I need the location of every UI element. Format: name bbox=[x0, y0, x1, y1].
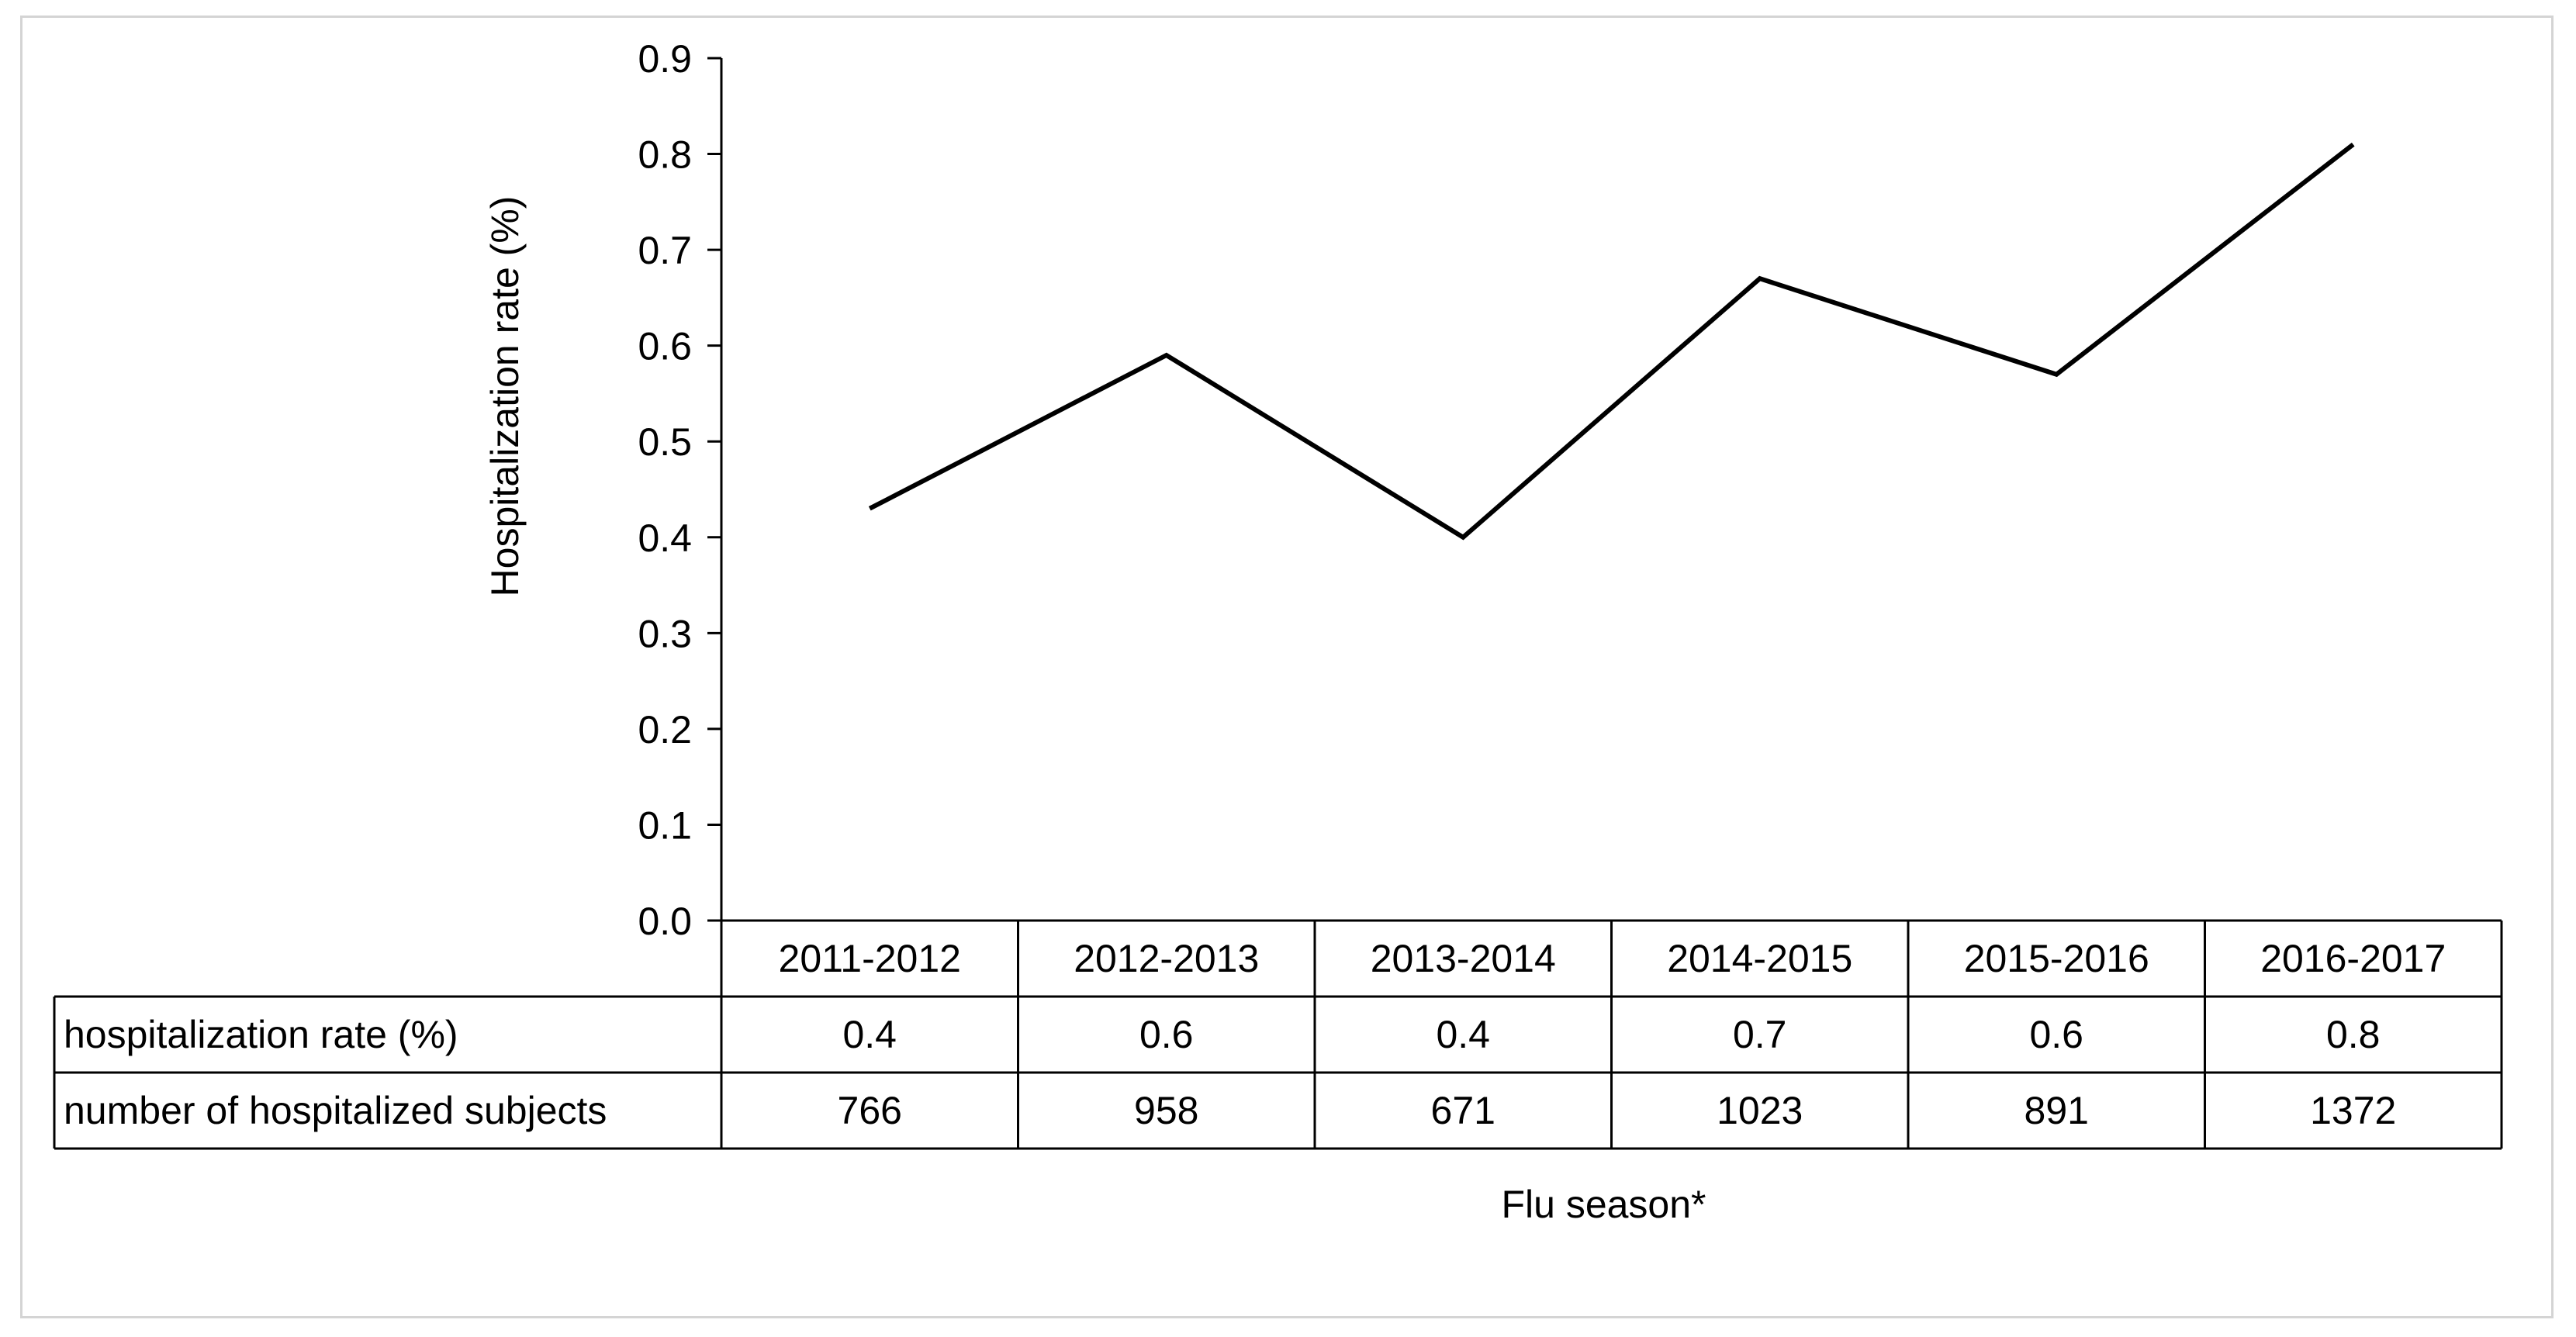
x-category-label: 2016-2017 bbox=[2260, 937, 2446, 980]
table-cell: 766 bbox=[838, 1089, 902, 1132]
table-cell: 0.4 bbox=[842, 1013, 897, 1056]
y-axis: 0.0 0.1 0.2 0.3 0.4 0.5 0.6 0.7 0.8 0.9 bbox=[638, 37, 723, 943]
series-line bbox=[868, 142, 2355, 541]
table-row-label: number of hospitalized subjects bbox=[64, 1089, 607, 1132]
table-cell: 891 bbox=[2024, 1089, 2089, 1132]
y-tick-label: 0.0 bbox=[638, 900, 692, 943]
data-table: 2011-2012 2012-2013 2013-2014 2014-2015 2015… bbox=[53, 919, 2503, 1150]
x-category-label: 2013-2014 bbox=[1371, 937, 1556, 980]
x-category-label: 2014-2015 bbox=[1667, 937, 1852, 980]
x-category-label: 2015-2016 bbox=[1964, 937, 2149, 980]
y-tick-label: 0.1 bbox=[638, 803, 692, 847]
y-axis-title: Hospitalization rate (%) bbox=[483, 196, 527, 597]
table-cell: 0.4 bbox=[1436, 1013, 1490, 1056]
table-cell: 1023 bbox=[1717, 1089, 1803, 1132]
y-tick-label: 0.9 bbox=[638, 37, 692, 81]
table-cell: 0.6 bbox=[2029, 1013, 2083, 1056]
table-cell: 1372 bbox=[2310, 1089, 2396, 1132]
y-tick-label: 0.4 bbox=[638, 516, 692, 560]
table-cell: 0.8 bbox=[2326, 1013, 2381, 1056]
x-category-label: 2012-2013 bbox=[1074, 937, 1259, 980]
y-tick-label: 0.5 bbox=[638, 420, 692, 464]
y-tick-label: 0.2 bbox=[638, 708, 692, 751]
table-cell: 958 bbox=[1134, 1089, 1198, 1132]
y-tick-label: 0.6 bbox=[638, 325, 692, 368]
series-line-group bbox=[868, 142, 2355, 541]
table-cell: 671 bbox=[1431, 1089, 1495, 1132]
table-cell: 0.6 bbox=[1139, 1013, 1194, 1056]
y-tick-label: 0.7 bbox=[638, 229, 692, 272]
chart-frame bbox=[20, 16, 2554, 1318]
y-tick-label: 0.3 bbox=[638, 612, 692, 655]
table-cell: 0.7 bbox=[1733, 1013, 1787, 1056]
y-tick-label: 0.8 bbox=[638, 133, 692, 177]
table-row-label: hospitalization rate (%) bbox=[64, 1013, 458, 1056]
x-category-label: 2011-2012 bbox=[779, 937, 961, 980]
x-axis-title: Flu season* bbox=[1501, 1183, 1706, 1226]
